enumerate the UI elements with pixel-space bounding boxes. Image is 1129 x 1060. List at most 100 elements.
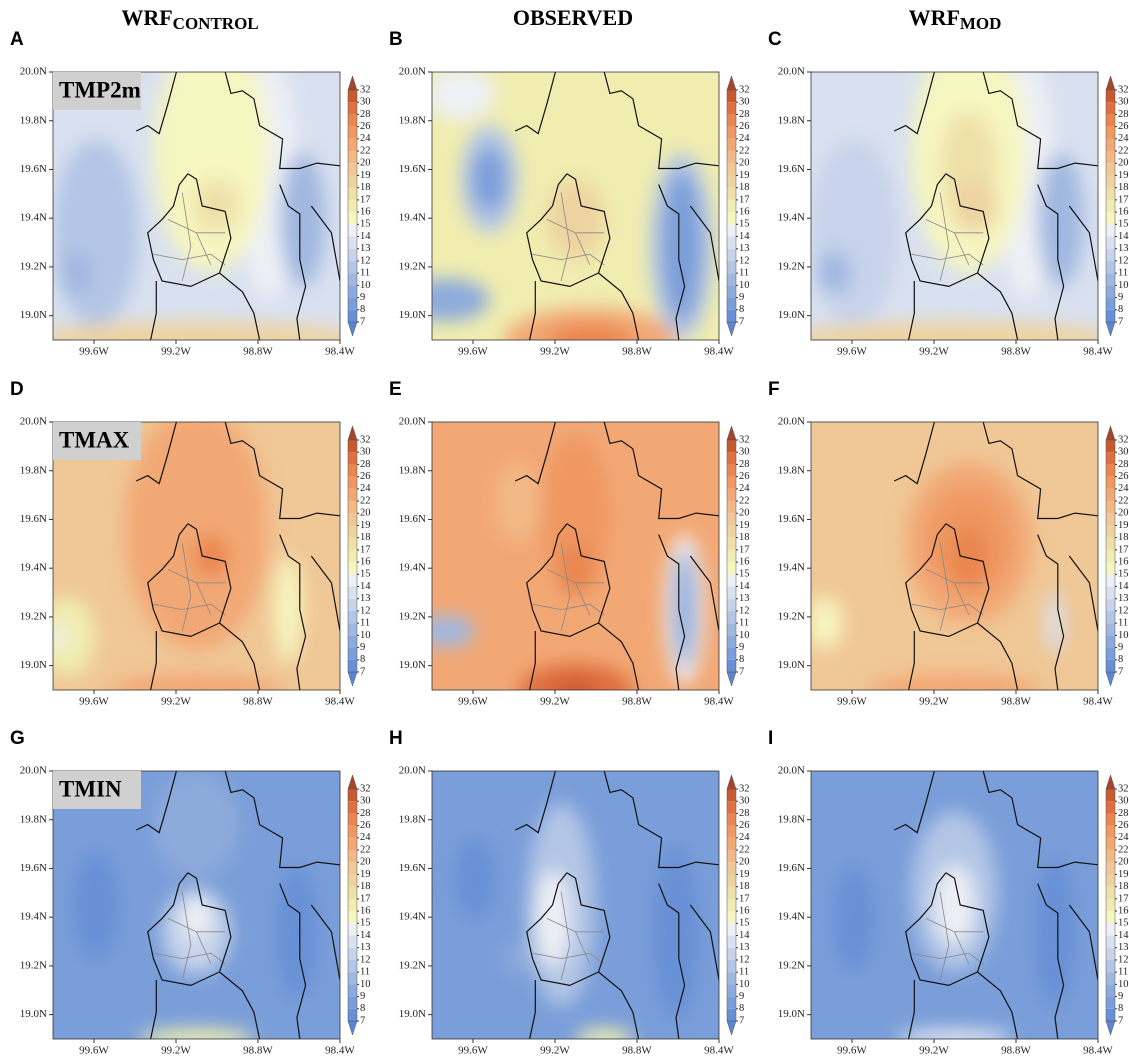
- colorbar-label: 20: [1118, 158, 1129, 169]
- colorbar-label: 32: [1118, 434, 1129, 445]
- colorbar-segment: [727, 562, 736, 575]
- colorbar-segment: [727, 525, 736, 538]
- field-blob: [811, 321, 1098, 340]
- x-tick-label: 98.4W: [325, 1045, 355, 1057]
- field-blob: [432, 614, 476, 648]
- district-line: [181, 192, 192, 282]
- field-blob: [58, 251, 94, 295]
- district-line: [532, 253, 605, 266]
- colorbar-label: 26: [1118, 471, 1129, 482]
- colorbar-label: 8: [739, 304, 744, 315]
- colorbar-label: 11: [739, 268, 749, 279]
- field-blob: [495, 462, 542, 543]
- column-title: WRFMOD: [909, 5, 1002, 33]
- colorbar-segment: [1106, 635, 1115, 648]
- frame: [431, 71, 720, 341]
- colorbar-segment: [727, 623, 736, 636]
- boundary: [1037, 534, 1065, 690]
- x-tick-label: 99.2W: [919, 696, 949, 708]
- colorbar-segment: [348, 525, 357, 538]
- y-tick-label: 19.8N: [399, 464, 426, 476]
- colorbar-label: 24: [739, 832, 750, 843]
- field-blob: [503, 942, 533, 975]
- colorbar-label: 22: [1118, 145, 1129, 156]
- colorbar-segment: [727, 549, 736, 563]
- district-line: [153, 952, 226, 965]
- x-tick-label: 98.8W: [1001, 696, 1031, 708]
- boundary: [1037, 883, 1065, 1039]
- colorbar-label: 17: [360, 544, 371, 555]
- boundary: [150, 980, 157, 1039]
- field-blob: [558, 542, 593, 597]
- colorbar-label: 11: [360, 618, 370, 629]
- colorbar-extend-low: [1105, 1020, 1116, 1036]
- colorbar-label: 28: [739, 459, 750, 470]
- colorbar-segment: [348, 623, 357, 636]
- colorbar-label: 17: [360, 194, 371, 205]
- frame: [810, 770, 1099, 1040]
- colorbar-segment: [1106, 464, 1115, 477]
- colorbar-segment: [727, 874, 736, 887]
- colorbar-label: 15: [1118, 569, 1129, 580]
- x-tick-label: 98.4W: [704, 346, 734, 358]
- colorbar-label: 7: [739, 1015, 744, 1026]
- colorbar-label: 24: [1118, 133, 1129, 144]
- x-tick-label: 98.8W: [1001, 1045, 1031, 1057]
- colorbar-segment: [727, 452, 736, 465]
- district-line: [196, 582, 212, 616]
- colorbar-label: 22: [360, 844, 371, 855]
- field-blob: [673, 550, 697, 669]
- colorbar-label: 15: [739, 569, 750, 580]
- row-label-bg: [53, 422, 141, 460]
- colorbar-label: 7: [360, 316, 365, 327]
- boundary: [689, 205, 719, 282]
- colorbar-segment: [348, 549, 357, 563]
- y-tick-label: 19.0N: [399, 309, 426, 321]
- colorbar-segment: [1106, 114, 1115, 127]
- colorbar-label: 30: [360, 97, 371, 108]
- boundary: [982, 72, 1098, 170]
- y-tick-label: 19.2N: [399, 959, 426, 971]
- colorbar-segment: [348, 886, 357, 899]
- colorbar-label: 17: [739, 544, 750, 555]
- colorbar-segment: [1106, 1008, 1115, 1021]
- colorbar-segment: [727, 635, 736, 648]
- colorbar-label: 8: [739, 654, 744, 665]
- colorbar-segment: [348, 273, 357, 286]
- field-blobs: [833, 811, 1076, 1039]
- colorbar-label: 9: [739, 292, 744, 303]
- row-label: TMP2m: [59, 77, 141, 102]
- colorbar-label: 18: [360, 532, 371, 543]
- colorbar-label: 8: [360, 654, 365, 665]
- colorbar-label: 13: [739, 942, 750, 953]
- colorbar-label: 22: [360, 145, 371, 156]
- x-tick-label: 99.6W: [837, 346, 867, 358]
- panel-letter: C: [768, 29, 782, 50]
- colorbar-label: 18: [360, 182, 371, 193]
- colorbar-label: 28: [360, 109, 371, 120]
- colorbar-label: 9: [360, 642, 365, 653]
- colorbar-label: 9: [1118, 991, 1123, 1002]
- boundary: [598, 971, 640, 1039]
- y-tick-label: 19.2N: [399, 610, 426, 622]
- colorbar-label: 18: [1118, 182, 1129, 193]
- field-blobs: [454, 803, 699, 1039]
- colorbar-segment: [1106, 199, 1115, 213]
- boundary: [1068, 555, 1098, 632]
- colorbar-label: 20: [1118, 508, 1129, 519]
- colorbar-label: 19: [1118, 520, 1129, 531]
- colorbar-segment: [727, 138, 736, 152]
- colorbar-segment: [1106, 138, 1115, 152]
- colorbar-segment: [727, 476, 736, 489]
- colorbar-label: 18: [1118, 532, 1129, 543]
- boundary: [514, 422, 556, 485]
- colorbar-segment: [727, 598, 736, 611]
- colorbar-label: 22: [739, 145, 750, 156]
- y-tick-label: 20.0N: [778, 416, 805, 428]
- y-tick-label: 20.0N: [399, 416, 426, 428]
- colorbar-label: 24: [360, 832, 371, 843]
- panel-letter: I: [768, 728, 773, 749]
- colorbar-segment: [1106, 285, 1115, 298]
- field-blob: [276, 864, 318, 999]
- boundary: [150, 631, 157, 690]
